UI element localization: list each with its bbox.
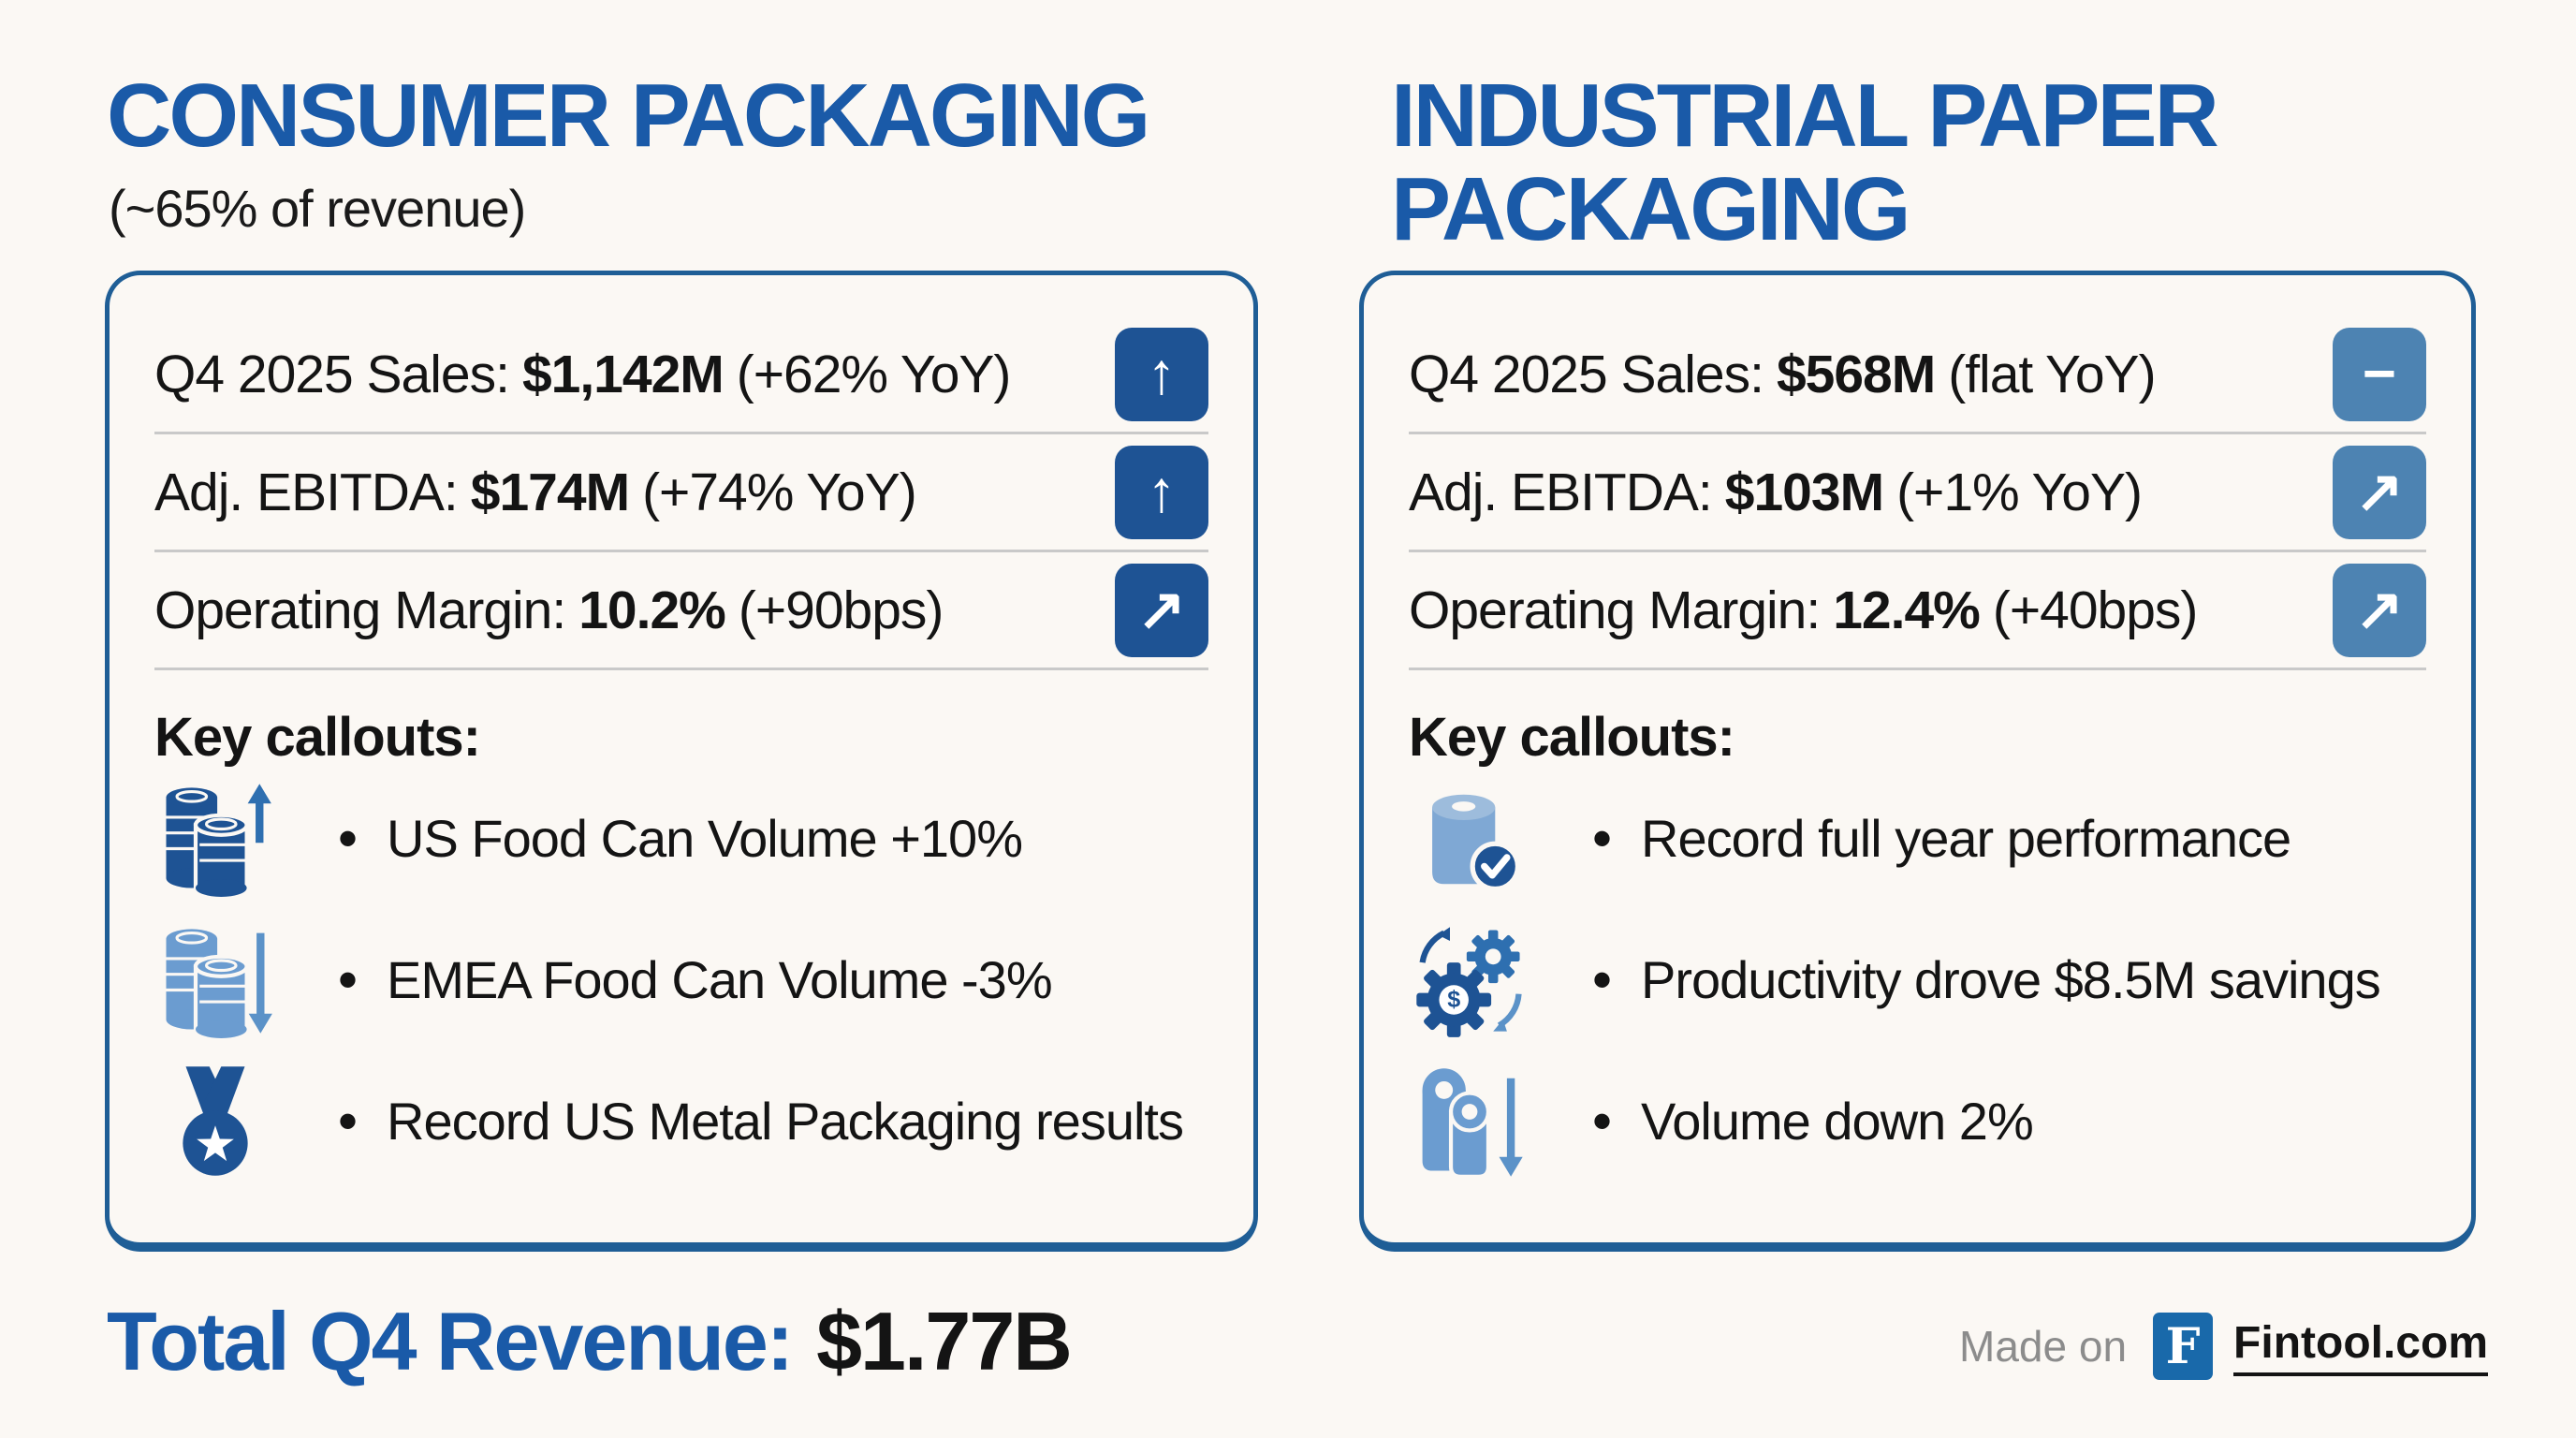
trend-glyph: ↑ [1147, 459, 1177, 524]
stat-change: (+90bps) [738, 580, 944, 640]
stat-value: $103M [1724, 462, 1884, 522]
callout-text: Record full year performance [1592, 806, 2291, 871]
callout-text: Productivity drove $8.5M savings [1592, 947, 2381, 1012]
trend-flat-icon: − [2333, 327, 2426, 421]
callout-text: US Food Can Volume +10% [338, 806, 1023, 871]
trend-up-icon: ↑ [1115, 327, 1208, 421]
stat-value: 10.2% [578, 580, 726, 640]
total-revenue: Total Q4 Revenue: $1.77B [107, 1294, 1073, 1389]
stat-change: (+74% YoY) [642, 462, 917, 522]
made-on-label: Made on [1959, 1322, 2128, 1371]
callout-record-year: Record full year performance [1409, 768, 2426, 909]
stat-row-ebitda: Adj. EBITDA: $103M (+1% YoY) ↗ [1409, 434, 2426, 552]
ebitda-stat-text: Adj. EBITDA: $103M (+1% YoY) [1409, 462, 2333, 523]
stat-value: $1,142M [521, 344, 724, 404]
stat-row-sales: Q4 2025 Sales: $568M (flat YoY) − [1409, 316, 2426, 434]
trend-glyph: ↑ [1147, 341, 1177, 406]
sales-stat-text: Q4 2025 Sales: $568M (flat YoY) [1409, 344, 2333, 405]
trend-up-icon: ↑ [1115, 445, 1208, 539]
key-callouts-heading: Key callouts: [1409, 707, 1735, 768]
callout-emea-food-can: EMEA Food Can Volume -3% [154, 909, 1208, 1050]
stat-change: (flat YoY) [1948, 344, 2156, 404]
stat-row-sales: Q4 2025 Sales: $1,142M (+62% YoY) ↑ [154, 316, 1208, 434]
callout-text: EMEA Food Can Volume -3% [338, 947, 1053, 1012]
trend-up-right-icon: ↗ [2333, 563, 2426, 657]
industrial-paper-title: INDUSTRIAL PAPER PACKAGING [1391, 66, 2219, 259]
trend-glyph: − [2362, 341, 2397, 406]
stat-row-ebitda: Adj. EBITDA: $174M (+74% YoY) ↑ [154, 434, 1208, 552]
cans-up-icon [154, 780, 276, 898]
consumer-packaging-title: CONSUMER PACKAGING [107, 66, 1150, 166]
trend-glyph: ↗ [2355, 577, 2404, 642]
stat-row-margin: Operating Margin: 10.2% (+90bps) ↗ [154, 552, 1208, 670]
fintool-link[interactable]: Fintool.com [2233, 1317, 2488, 1376]
fintool-logo-icon: F [2153, 1313, 2214, 1380]
margin-stat-text: Operating Margin: 10.2% (+90bps) [154, 580, 1115, 641]
callout-text: Record US Metal Packaging results [338, 1089, 1184, 1153]
callout-text: Volume down 2% [1592, 1089, 2034, 1153]
stat-value: $568M [1776, 344, 1936, 404]
margin-stat-text: Operating Margin: 12.4% (+40bps) [1409, 580, 2333, 641]
trend-glyph: ↗ [1137, 577, 1186, 642]
svg-text:$: $ [1447, 986, 1460, 1012]
consumer-packaging-subtitle: (~65% of revenue) [109, 179, 526, 238]
stat-label: Adj. EBITDA: [154, 462, 459, 522]
trend-up-right-icon: ↗ [1115, 563, 1208, 657]
trend-glyph: ↗ [2355, 459, 2404, 524]
ebitda-stat-text: Adj. EBITDA: $174M (+74% YoY) [154, 462, 1115, 523]
stat-change: (+1% YoY) [1896, 462, 2143, 522]
consumer-packaging-panel: Q4 2025 Sales: $1,142M (+62% YoY) ↑ Adj. E… [105, 271, 1258, 1252]
callout-us-food-can: US Food Can Volume +10% [154, 768, 1208, 909]
trend-up-right-icon: ↗ [2333, 445, 2426, 539]
callout-productivity: $ Productivity drove $8.5M savings [1409, 909, 2426, 1050]
paper-roll-check-icon [1409, 780, 1530, 898]
medal-icon [154, 1063, 276, 1181]
stat-label: Operating Margin: [154, 580, 566, 640]
total-revenue-label: Total Q4 Revenue: [107, 1295, 794, 1387]
stat-change: (+40bps) [1992, 580, 2199, 640]
stat-label: Adj. EBITDA: [1409, 462, 1713, 522]
industrial-paper-panel: Q4 2025 Sales: $568M (flat YoY) − Adj. EBI… [1359, 271, 2476, 1252]
paper-rolls-down-icon [1409, 1063, 1530, 1181]
key-callouts-heading: Key callouts: [154, 707, 481, 768]
stat-label: Q4 2025 Sales: [154, 344, 510, 404]
cans-down-icon [154, 921, 276, 1039]
callout-volume-down: Volume down 2% [1409, 1050, 2426, 1192]
fintool-logo-letter: F [2165, 1317, 2201, 1375]
gears-dollar-icon: $ [1409, 921, 1530, 1039]
stat-change: (+62% YoY) [736, 344, 1012, 404]
attribution: Made on F Fintool.com [1959, 1313, 2488, 1380]
total-revenue-value: $1.77B [816, 1295, 1073, 1387]
sales-stat-text: Q4 2025 Sales: $1,142M (+62% YoY) [154, 344, 1115, 405]
stat-row-margin: Operating Margin: 12.4% (+40bps) ↗ [1409, 552, 2426, 670]
stat-value: $174M [470, 462, 630, 522]
callout-record-metal: Record US Metal Packaging results [154, 1050, 1208, 1192]
stat-label: Q4 2025 Sales: [1409, 344, 1764, 404]
stat-value: 12.4% [1833, 580, 1981, 640]
stat-label: Operating Margin: [1409, 580, 1821, 640]
